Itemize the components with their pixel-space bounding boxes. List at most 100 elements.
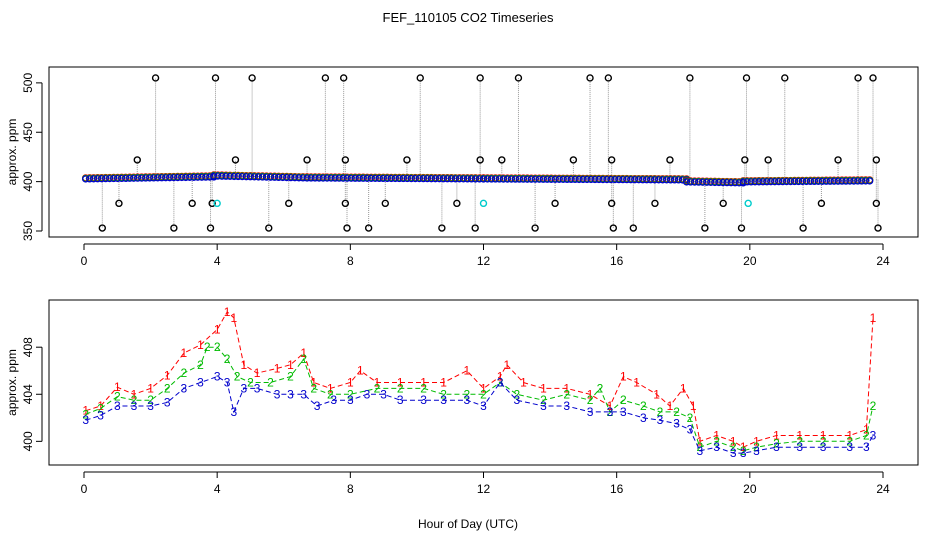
spike-point [551, 199, 559, 208]
series-3-marker: 3 [863, 440, 870, 454]
spike-point [206, 224, 215, 232]
baseline-point [102, 175, 110, 183]
series-2-marker: 2 [287, 370, 294, 384]
baseline-point [427, 175, 436, 183]
y-tick-label: 408 [21, 337, 35, 357]
series-1-marker: 1 [620, 370, 627, 384]
x-tick-label: 24 [876, 254, 890, 268]
baseline-point [451, 175, 460, 183]
baseline-point [218, 172, 226, 180]
x-tick-label: 0 [81, 482, 88, 496]
spike-point [741, 156, 749, 164]
series-1-marker: 1 [503, 358, 510, 372]
baseline-point [174, 173, 182, 182]
series-3-marker: 3 [420, 393, 427, 407]
baseline-point [491, 175, 500, 183]
series-3-marker: 3 [480, 399, 487, 413]
baseline-point [838, 177, 846, 185]
series-2-marker: 2 [657, 405, 664, 419]
series-2-marker: 2 [620, 393, 627, 407]
series-1-marker: 1 [730, 434, 737, 448]
baseline-point [134, 174, 142, 182]
baseline-point [599, 175, 607, 184]
baseline-point [230, 172, 238, 181]
series-3-marker: 3 [181, 381, 188, 395]
series-1-marker: 1 [667, 399, 674, 413]
spike-point [476, 156, 484, 164]
x-tick-label: 20 [743, 482, 757, 496]
spike-point [569, 156, 578, 164]
baseline-point [615, 175, 623, 184]
series-3-marker: 3 [730, 446, 737, 460]
spike-point [341, 156, 350, 164]
baseline-point [170, 173, 178, 182]
spike-point [498, 156, 506, 164]
series-3-marker: 3 [114, 399, 121, 413]
series-2-marker: 2 [820, 434, 827, 448]
baseline-point [651, 176, 659, 184]
baseline-point [178, 173, 186, 182]
baseline-point [198, 173, 206, 181]
baseline-point [731, 179, 739, 187]
baseline-point [854, 177, 862, 185]
baseline-point [667, 176, 675, 184]
baseline-point [479, 175, 488, 183]
baseline-point [635, 176, 643, 184]
series-3-marker: 3 [620, 405, 627, 419]
series-1-marker: 1 [796, 428, 803, 442]
series-2-marker: 2 [347, 387, 354, 401]
series-1-marker: 1 [327, 381, 334, 395]
baseline-point [674, 176, 683, 184]
series-1-marker: 1 [254, 366, 261, 380]
baseline-point [182, 173, 190, 182]
series-1-marker: 1 [287, 358, 294, 372]
x-tick-label: 12 [477, 482, 491, 496]
baseline-point [527, 175, 535, 183]
series-2-marker: 2 [267, 376, 274, 390]
baseline-point [146, 174, 154, 182]
baseline-point [222, 172, 230, 180]
baseline-point [455, 175, 464, 183]
series-1-marker: 1 [690, 399, 697, 413]
series-2-marker: 2 [234, 370, 241, 384]
baseline-point [443, 175, 452, 183]
series-2-marker: 2 [513, 387, 520, 401]
series-2-marker: 2 [870, 399, 877, 413]
spike-point [211, 74, 220, 82]
series-3-marker: 3 [513, 393, 520, 407]
cyan-point [479, 199, 488, 208]
baseline-point [158, 174, 166, 182]
x-tick-label: 20 [743, 254, 757, 268]
baseline-point [122, 174, 130, 182]
series-3-marker: 3 [753, 444, 760, 458]
baseline-point [471, 175, 480, 183]
series-2-marker: 2 [114, 390, 121, 404]
spike-point [170, 224, 178, 232]
baseline-point [507, 175, 516, 183]
baseline-point [595, 175, 603, 184]
spike-point [607, 156, 616, 164]
baseline-point [519, 175, 527, 183]
series-1-marker: 1 [214, 323, 221, 337]
baseline-point [779, 177, 787, 186]
baseline-point [775, 177, 783, 186]
spike-point [321, 74, 330, 82]
series-1-marker: 1 [347, 376, 354, 390]
baseline-point [862, 177, 870, 185]
series-1-marker: 1 [147, 381, 154, 395]
baseline-point [751, 178, 759, 186]
baseline-line [213, 175, 308, 179]
baseline-point [154, 174, 162, 182]
series-1-marker: 1 [164, 368, 171, 382]
baseline-point [727, 179, 735, 187]
y-tick-label: 404 [21, 384, 35, 404]
spike-point [609, 224, 618, 232]
series-1-marker: 1 [870, 311, 877, 325]
series-1-marker: 1 [520, 376, 527, 390]
baseline-point [607, 175, 615, 184]
series-2-marker: 2 [480, 387, 487, 401]
spike-point [133, 156, 141, 164]
baseline-point [234, 172, 242, 181]
spike-point [686, 74, 694, 82]
